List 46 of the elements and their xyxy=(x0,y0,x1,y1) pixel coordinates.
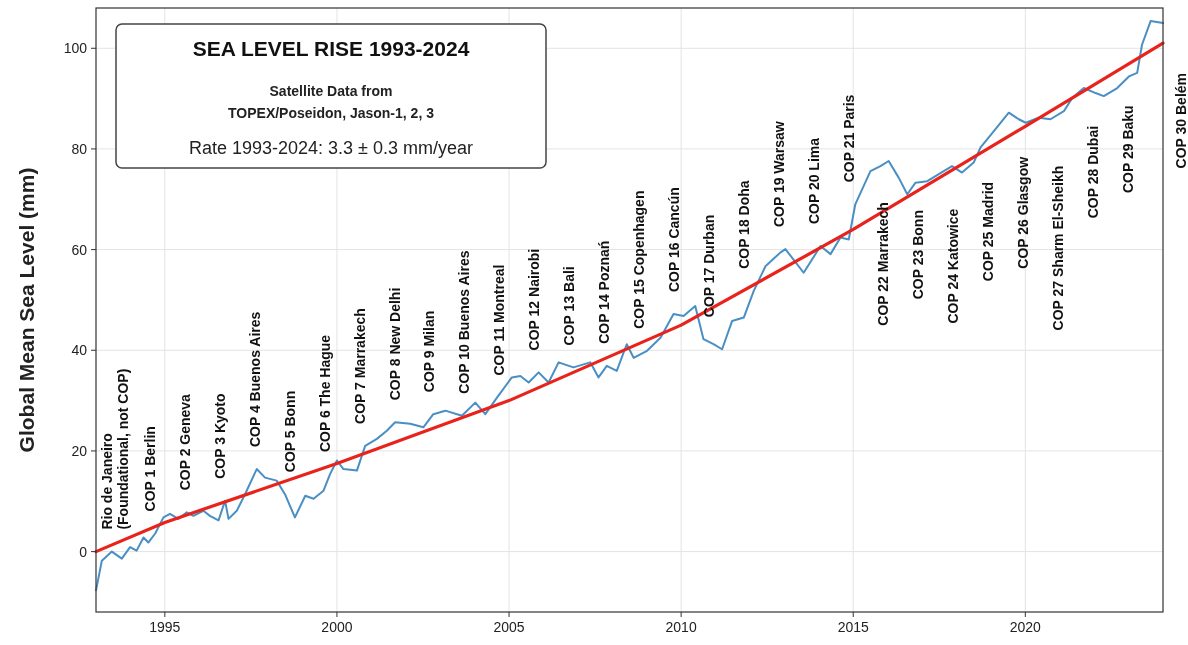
annotation: COP 18 Doha xyxy=(735,180,752,269)
y-tick-label: 100 xyxy=(63,40,88,57)
annotation: COP 1 Berlin xyxy=(142,426,159,512)
x-tick-label: 2015 xyxy=(837,619,870,635)
x-tick-label: 2020 xyxy=(1009,619,1042,635)
annotation: COP 11 Montreal xyxy=(491,264,508,376)
annotation: COP 17 Durban xyxy=(700,214,717,318)
text: COP 30 Belém xyxy=(1172,72,1188,169)
annotation: Rate 1993-2024: 3.3 ± 0.3 mm/year xyxy=(188,138,474,158)
annotation: COP 26 Glasgow xyxy=(1015,156,1032,269)
annotation: COP 29 Baku xyxy=(1119,105,1136,194)
annotation: COP 23 Bonn xyxy=(910,210,927,300)
annotation: COP 27 Sharm El-Sheikh xyxy=(1050,165,1067,331)
annotation: COP 22 Marrakech xyxy=(875,202,892,326)
annotation: COP 25 Madrid xyxy=(980,181,997,282)
annotation: COP 12 Nairobi xyxy=(526,248,543,351)
annotation: COP 3 Kyoto xyxy=(211,393,228,479)
y-axis-title: Global Mean Sea Level (mm) xyxy=(15,167,38,453)
x-tick-label: 2010 xyxy=(665,619,697,635)
annotation: COP 19 Warsaw xyxy=(770,121,787,228)
annotation: Rio de Janeiro (Foundational, not COP) xyxy=(99,368,131,530)
annotation: COP 4 Buenos Aires xyxy=(246,311,263,448)
x-tick-label: 2005 xyxy=(493,619,525,635)
annotation: COP 21 Paris xyxy=(840,94,857,183)
annotation: COP 28 Dubai xyxy=(1085,125,1102,219)
text-box: SEA LEVEL RISE 1993-2024 Satellite Data from TOPEX/Poseidon, Jason-1, 2, 3 Rate 1993-2024: 3.3 ± 0.3 mm/year xyxy=(115,23,547,169)
annotation: COP 15 Copenhagen xyxy=(631,190,647,329)
annotation: COP 9 Milan xyxy=(421,310,438,393)
y-tick-label: 60 xyxy=(71,241,88,258)
annotation: COP 6 The Hague xyxy=(316,334,333,453)
annotation: COP 10 Buenos Aires xyxy=(456,250,473,394)
x-tick-label: 1995 xyxy=(149,619,181,635)
annotation: COP 20 Lima xyxy=(805,137,822,225)
y-tick-label: 80 xyxy=(71,140,88,157)
y-tick-label: 0 xyxy=(79,543,88,560)
annotation: COP 5 Bonn xyxy=(281,390,298,473)
x-tick-label: 2000 xyxy=(321,619,353,635)
annotation: COP 24 Katowice xyxy=(945,208,962,324)
y-tick-label: 20 xyxy=(71,442,88,459)
annotation: COP 2 Geneva xyxy=(176,393,193,491)
annotation: COP 16 Cancún xyxy=(665,187,682,293)
annotation: COP 14 Poznań xyxy=(596,240,613,344)
annotation: COP 13 Bali xyxy=(561,266,578,346)
annotation: COP 8 New Delhi xyxy=(386,287,403,401)
y-tick-label: 40 xyxy=(71,342,88,359)
annotation: COP 7 Marrakech xyxy=(351,308,368,424)
